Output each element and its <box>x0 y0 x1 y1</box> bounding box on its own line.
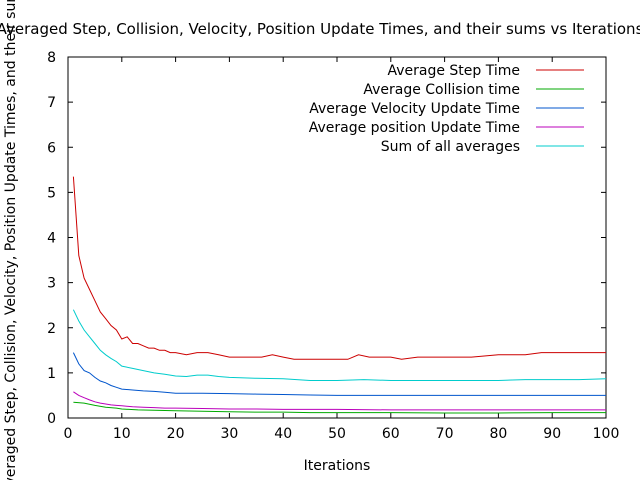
x-tick-label: 30 <box>220 426 238 442</box>
legend-label-5: Sum of all averages <box>381 139 520 155</box>
y-axis-label: Averaged Step, Collision, Velocity, Posi… <box>3 0 19 480</box>
series-line-3 <box>72 352 606 396</box>
y-tick-label: 6 <box>47 140 56 156</box>
series-line-2 <box>73 401 606 414</box>
series-lines <box>72 176 607 414</box>
series-line-4 <box>73 391 606 411</box>
series-line-5 <box>72 309 607 381</box>
x-tick-label: 40 <box>274 426 292 442</box>
x-tick-label: 20 <box>167 426 185 442</box>
y-tick-label: 1 <box>47 366 56 382</box>
legend-label-4: Average position Update Time <box>309 120 520 136</box>
legend-label-3: Average Velocity Update Time <box>309 101 520 117</box>
x-tick-label: 100 <box>593 426 620 442</box>
x-tick-label: 70 <box>436 426 454 442</box>
x-tick-label: 50 <box>328 426 346 442</box>
x-tick-label: 60 <box>382 426 400 442</box>
y-axis-ticks: 0 1 2 3 4 5 6 7 8 <box>47 50 606 427</box>
x-axis-ticks: 0 10 20 30 40 50 60 70 80 90 100 <box>64 57 620 442</box>
chart-title: Averaged Step, Collision, Velocity, Posi… <box>0 20 640 38</box>
y-tick-label: 0 <box>47 411 56 427</box>
legend: Average Step Time Average Collision time A… <box>309 63 584 155</box>
y-tick-label: 7 <box>47 95 56 111</box>
x-tick-label: 90 <box>543 426 561 442</box>
x-tick-label: 80 <box>489 426 507 442</box>
y-tick-label: 8 <box>47 50 56 66</box>
y-tick-label: 5 <box>47 185 56 201</box>
x-tick-label: 0 <box>64 426 73 442</box>
y-tick-label: 2 <box>47 321 56 337</box>
legend-label-1: Average Step Time <box>387 63 520 79</box>
series-line-1 <box>72 176 606 360</box>
x-tick-label: 10 <box>113 426 131 442</box>
x-axis-label: Iterations <box>304 458 371 474</box>
y-tick-label: 4 <box>47 231 56 247</box>
y-tick-label: 3 <box>47 276 56 292</box>
legend-label-2: Average Collision time <box>363 82 520 98</box>
